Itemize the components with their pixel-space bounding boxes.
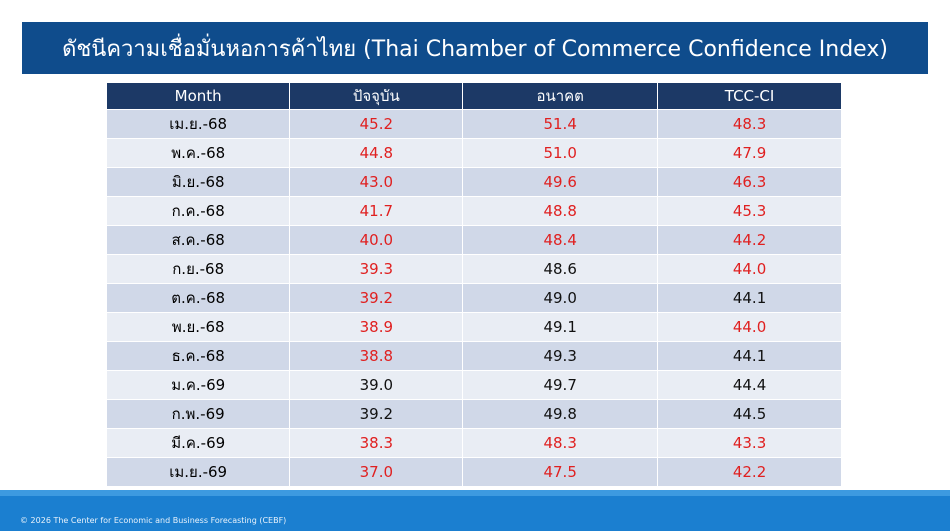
value-cell: 51.0 [462,138,659,168]
data-table: Month ปัจจุบัน อนาคต TCC-CI เม.ย.-68 45.2 51.… [107,83,842,486]
table-body: เม.ย.-68 45.2 51.4 48.3 พ.ค.-68 44.8 51.0 47.9 ม… [107,109,842,486]
table-row: พ.ค.-68 44.8 51.0 47.9 [107,138,842,168]
value-cell: 48.4 [462,225,659,255]
table-row: ม.ค.-69 39.0 49.7 44.4 [107,370,842,400]
table-row: ต.ค.-68 39.2 49.0 44.1 [107,283,842,313]
value-cell: 43.0 [289,167,464,197]
value-cell: 49.8 [462,399,659,429]
value-cell: 47.5 [462,457,659,486]
value-cell: 41.7 [289,196,464,226]
value-cell: 47.9 [657,138,842,168]
value-cell: 49.7 [462,370,659,400]
table-row: มิ.ย.-68 43.0 49.6 46.3 [107,167,842,197]
value-cell: 42.2 [657,457,842,486]
header-row: Month ปัจจุบัน อนาคต TCC-CI [107,83,842,110]
title: ดัชนีความเชื่อมั่นหอการค้าไทย (Thai Cham… [62,36,888,62]
value-cell: 44.2 [657,225,842,255]
value-cell: 38.8 [289,341,464,371]
table-row: มี.ค.-69 38.3 48.3 43.3 [107,428,842,458]
table-row: ส.ค.-68 40.0 48.4 44.2 [107,225,842,255]
month-cell: มี.ค.-69 [107,428,291,458]
column-header: Month [107,83,291,110]
table-row: ก.พ.-69 39.2 49.8 44.5 [107,399,842,429]
value-cell: 49.1 [462,312,659,342]
footer-text: © 2026 The Center for Economic and Busin… [20,516,287,525]
value-cell: 43.3 [657,428,842,458]
value-cell: 44.0 [657,312,842,342]
month-cell: ธ.ค.-68 [107,341,291,371]
value-cell: 49.3 [462,341,659,371]
value-cell: 39.3 [289,254,464,284]
month-cell: พ.ย.-68 [107,312,291,342]
value-cell: 44.5 [657,399,842,429]
value-cell: 44.8 [289,138,464,168]
value-cell: 48.8 [462,196,659,226]
month-cell: ต.ค.-68 [107,283,291,313]
title-bar: ดัชนีความเชื่อมั่นหอการค้าไทย (Thai Cham… [22,22,928,74]
value-cell: 51.4 [462,109,659,139]
value-cell: 49.0 [462,283,659,313]
month-cell: ก.ย.-68 [107,254,291,284]
value-cell: 44.1 [657,283,842,313]
month-cell: พ.ค.-68 [107,138,291,168]
value-cell: 38.3 [289,428,464,458]
table-row: พ.ย.-68 38.9 49.1 44.0 [107,312,842,342]
value-cell: 45.2 [289,109,464,139]
month-cell: มิ.ย.-68 [107,167,291,197]
value-cell: 40.0 [289,225,464,255]
value-cell: 39.0 [289,370,464,400]
value-cell: 48.3 [657,109,842,139]
month-cell: ส.ค.-68 [107,225,291,255]
month-cell: เม.ย.-69 [107,457,291,486]
table-row: เม.ย.-69 37.0 47.5 42.2 [107,457,842,486]
table-row: ธ.ค.-68 38.8 49.3 44.1 [107,341,842,371]
column-header: TCC-CI [657,83,842,110]
month-cell: ก.ค.-68 [107,196,291,226]
value-cell: 37.0 [289,457,464,486]
value-cell: 39.2 [289,399,464,429]
month-cell: ม.ค.-69 [107,370,291,400]
value-cell: 46.3 [657,167,842,197]
column-header: อนาคต [462,83,659,110]
table-row: ก.ค.-68 41.7 48.8 45.3 [107,196,842,226]
month-cell: เม.ย.-68 [107,109,291,139]
month-cell: ก.พ.-69 [107,399,291,429]
column-header: ปัจจุบัน [289,83,464,110]
value-cell: 44.1 [657,341,842,371]
footer-bar: © 2026 The Center for Economic and Busin… [0,490,950,531]
table-row: ก.ย.-68 39.3 48.6 44.0 [107,254,842,284]
value-cell: 49.6 [462,167,659,197]
value-cell: 38.9 [289,312,464,342]
value-cell: 39.2 [289,283,464,313]
value-cell: 44.0 [657,254,842,284]
table-row: เม.ย.-68 45.2 51.4 48.3 [107,109,842,139]
value-cell: 48.3 [462,428,659,458]
value-cell: 44.4 [657,370,842,400]
value-cell: 45.3 [657,196,842,226]
value-cell: 48.6 [462,254,659,284]
